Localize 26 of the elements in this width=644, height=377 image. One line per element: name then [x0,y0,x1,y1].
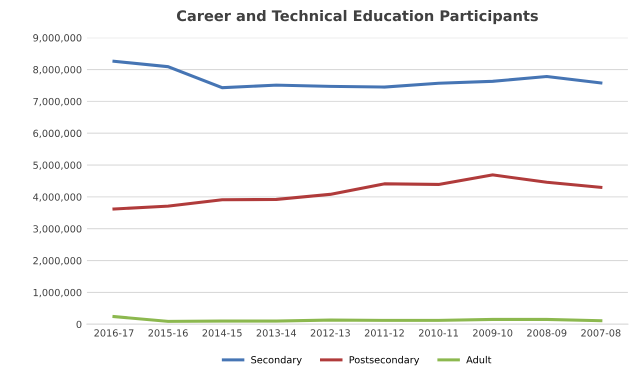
x-tick-label: 2015-16 [148,329,188,337]
x-tick-label: 2013-14 [256,329,296,337]
x-tick-label: 2010-11 [418,329,458,337]
legend-label: Postsecondary [350,356,420,366]
x-tick-label: 2012-13 [310,329,350,337]
y-tick-label: 5,000,000 [33,162,82,170]
legend-label: Adult [466,356,492,364]
x-tick-label: 2011-12 [364,329,404,337]
x-tick-label: 2014-15 [202,329,242,337]
y-tick-label: 8,000,000 [33,66,82,74]
x-tick-label: 2008-09 [527,329,566,337]
legend-label: Secondary [251,356,302,366]
y-tick-label: 3,000,000 [33,225,82,234]
line-series [112,173,602,211]
y-tick-label: 6,000,000 [33,130,82,138]
y-tick-label: 0 [76,320,82,328]
line-series [112,60,602,90]
chart-title: Career and Technical Education Participants [176,10,538,24]
y-tick-label: 1,000,000 [34,288,82,298]
x-tick-label: 2016-17 [94,329,134,337]
x-tick-label: 2009-10 [473,329,512,337]
x-tick-label: 2007-08 [581,329,620,337]
y-tick-label: 7,000,000 [33,98,82,106]
y-tick-label: 2,000,000 [33,257,82,266]
y-tick-label: 9,000,000 [33,34,82,43]
y-tick-label: 4,000,000 [33,193,82,202]
